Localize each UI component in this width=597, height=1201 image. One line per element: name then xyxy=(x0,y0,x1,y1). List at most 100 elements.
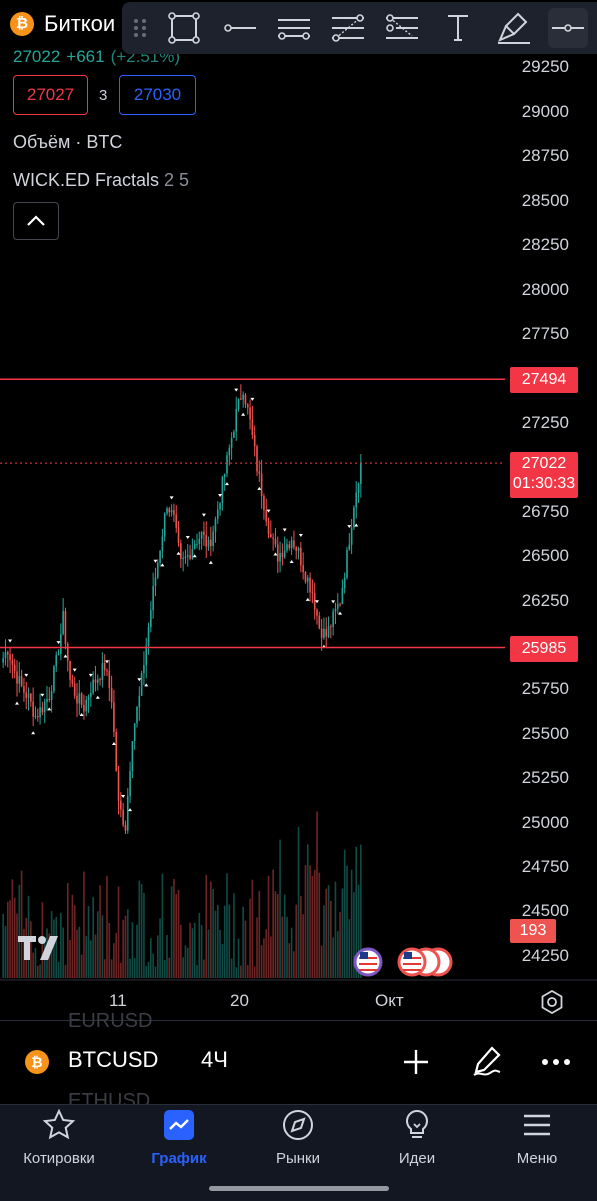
symbol-bar xyxy=(0,1020,597,1105)
volume-bar xyxy=(117,886,120,978)
volume-bar xyxy=(210,881,212,978)
buy-button[interactable]: 27030 xyxy=(119,75,196,115)
candle xyxy=(244,392,247,409)
nav-markets[interactable]: Рынки xyxy=(248,1108,348,1178)
candle xyxy=(334,602,337,625)
candle xyxy=(249,399,251,430)
candle xyxy=(251,405,254,440)
symbol-selector[interactable]: BTCUSD xyxy=(68,1047,159,1072)
rectangle-tool[interactable] xyxy=(164,8,204,48)
volume-bar xyxy=(62,927,64,978)
fractal-up-marker xyxy=(56,641,61,645)
pitchfork-icon xyxy=(386,14,418,39)
candle xyxy=(288,540,291,551)
volume-bar xyxy=(219,929,221,978)
brush-tool[interactable] xyxy=(494,8,534,48)
candle xyxy=(210,526,212,556)
resistance-price-label[interactable]: 27494 xyxy=(510,367,578,393)
volume-bar xyxy=(193,922,196,978)
candle xyxy=(27,687,30,711)
parallel-channel-tool[interactable] xyxy=(274,8,314,48)
volume-bar xyxy=(9,900,11,978)
nav-menu[interactable]: Меню xyxy=(487,1108,587,1178)
volume-bar xyxy=(39,964,41,978)
volume-bar xyxy=(108,923,111,978)
candle xyxy=(200,531,203,550)
volume-bar xyxy=(334,881,337,978)
volume-bar xyxy=(330,900,332,978)
candle xyxy=(196,533,198,549)
fractal-down-marker xyxy=(338,611,343,615)
candle xyxy=(313,582,316,620)
volume-bar xyxy=(316,811,318,978)
candle xyxy=(207,536,210,551)
fractal-up-marker xyxy=(250,397,255,401)
fractal-down-marker xyxy=(289,560,294,564)
fib-retracement-tool[interactable] xyxy=(328,8,368,48)
indicator-fractals[interactable]: WICK.ED Fractals 2 5 xyxy=(13,170,189,191)
collapse-legend-button[interactable] xyxy=(13,202,59,240)
more-options-icon[interactable] xyxy=(541,1054,571,1070)
symbol-title[interactable]: Биткои xyxy=(44,11,116,36)
volume-bar xyxy=(290,927,293,978)
candle xyxy=(92,671,94,695)
candle xyxy=(253,425,256,457)
volume-bar xyxy=(120,962,122,978)
candle xyxy=(117,765,120,815)
drag-handle[interactable] xyxy=(122,8,162,48)
candle xyxy=(108,659,111,702)
parallel-channel-icon xyxy=(278,19,310,40)
fractal-up-marker xyxy=(315,600,319,604)
nav-chart[interactable]: График xyxy=(129,1108,229,1178)
price-chart[interactable] xyxy=(0,0,597,1020)
candle xyxy=(270,520,272,538)
candle xyxy=(343,572,346,594)
fractal-up-marker xyxy=(105,660,109,664)
fractal-down-marker xyxy=(47,707,52,711)
sell-button[interactable]: 27027 xyxy=(13,75,88,115)
volume-bar xyxy=(166,935,168,978)
volume-bar xyxy=(78,926,81,978)
price-axis-tick: 26500 xyxy=(521,546,569,565)
candle xyxy=(129,761,131,804)
price-axis-tick: 25500 xyxy=(521,724,569,743)
candle xyxy=(110,675,113,709)
economic-events[interactable] xyxy=(353,947,453,977)
volume-bar xyxy=(306,844,309,978)
volume-bar xyxy=(235,967,238,978)
support-price-label[interactable]: 25985 xyxy=(510,636,578,662)
timeframe-selector[interactable]: 4Ч xyxy=(201,1047,228,1072)
volume-bar xyxy=(115,932,118,978)
text-tool[interactable] xyxy=(438,8,478,48)
nav-quotes[interactable]: Котировки xyxy=(9,1108,109,1178)
candle xyxy=(279,541,281,573)
fractal-down-marker xyxy=(305,597,310,601)
volume-bar xyxy=(170,886,173,978)
candle xyxy=(170,504,173,517)
candle xyxy=(240,384,242,400)
nav-ideas[interactable]: Идеи xyxy=(367,1108,467,1178)
indicator-volume[interactable]: Объём · BTC xyxy=(13,132,122,153)
volume-bar xyxy=(272,869,274,978)
volume-bar xyxy=(53,919,55,978)
home-indicator xyxy=(209,1186,389,1191)
candle xyxy=(237,398,240,412)
fractal-up-marker xyxy=(40,693,45,697)
horizontal-ray-tool[interactable] xyxy=(220,8,260,48)
candle xyxy=(43,698,46,724)
price-axis-tick: 27250 xyxy=(521,413,569,432)
add-icon[interactable] xyxy=(402,1048,430,1076)
candle xyxy=(50,685,53,713)
candle xyxy=(11,653,14,679)
draw-pen-icon[interactable] xyxy=(470,1044,504,1078)
chart-settings-icon[interactable] xyxy=(540,990,564,1014)
pitchfork-tool[interactable] xyxy=(382,8,422,48)
candle xyxy=(246,403,249,415)
candle xyxy=(173,503,175,523)
candle xyxy=(336,593,339,614)
volume-bar xyxy=(256,917,258,978)
horizontal-line-tool[interactable] xyxy=(548,8,588,48)
candle xyxy=(106,668,108,677)
volume-bar xyxy=(212,888,214,978)
volume-bar xyxy=(103,959,106,978)
